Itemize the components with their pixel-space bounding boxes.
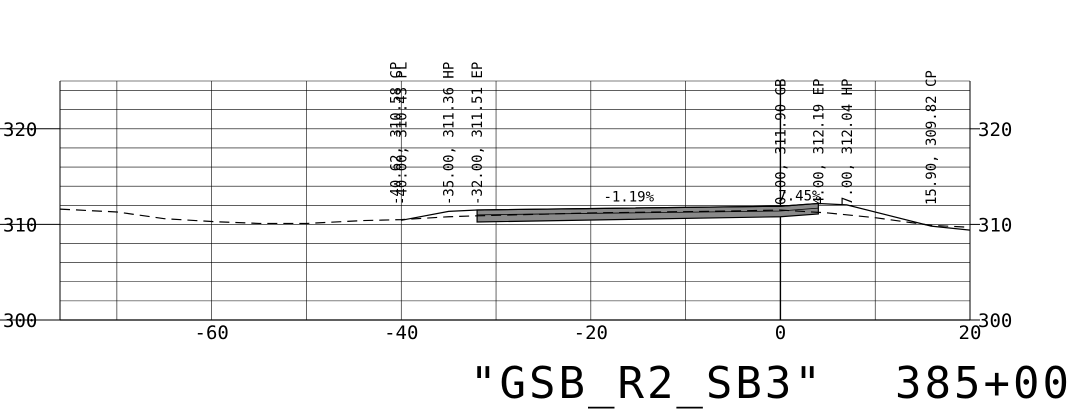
point-label: 7.00, 312.04 HP [840,79,856,205]
y-tick-labels: 300 300 310 310 320 320 [3,119,1012,332]
point-label: -40.62, 310.58 CP [388,62,404,205]
proposed-grade-line [401,202,971,231]
point-label: 15.90, 309.82 CP [924,70,940,205]
x-tick-label: 20 [959,322,982,344]
point-label: -35.00, 311.36 HP [442,62,458,205]
y-tick-label-right: 310 [978,214,1012,236]
point-label: 4.00, 312.19 EP [811,79,827,205]
x-tick-label: -20 [574,322,608,344]
grade-label: 7.45% [778,188,821,204]
y-tick-label-right: 300 [978,310,1012,332]
section-title: "GSB_R2_SB3" [470,358,824,409]
minor-gridlines [60,80,970,321]
point-labels: -40.62, 310.58 CP-40.00, 310.43 PL -35.00… [388,62,940,205]
point-label: -40.00, 310.43 PL [394,62,410,205]
y-tick-label: 320 [3,119,37,141]
x-tick-label: -40 [384,322,418,344]
point-label: -32.00, 311.51 EP [470,62,486,205]
y-tick-label-right: 320 [978,119,1012,141]
grade-labels: -1.19% 7.45% [603,188,821,205]
x-tick-label: 0 [775,322,786,344]
grade-label: -1.19% [603,189,654,205]
x-tick-label: -60 [195,322,229,344]
y-tick-label: 300 [3,310,37,332]
y-tick-label: 310 [3,214,37,236]
x-tick-labels: -60 -40 -20 0 20 [195,322,982,344]
major-gridlines [0,81,980,321]
profile-lines [59,202,971,231]
existing-ground-line [59,208,971,228]
point-label: 0.00, 311.90 GB [773,79,789,205]
station-label: 385+00 [895,358,1072,409]
